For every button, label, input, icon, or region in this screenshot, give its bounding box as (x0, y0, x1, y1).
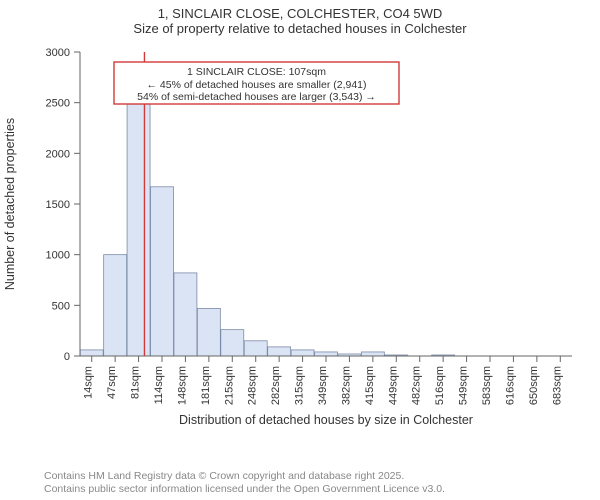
svg-text:1000: 1000 (46, 250, 70, 262)
svg-text:500: 500 (52, 300, 70, 312)
histogram-bar (151, 187, 174, 356)
svg-text:549sqm: 549sqm (458, 366, 470, 405)
footer-line-2: Contains public sector information licen… (44, 483, 445, 496)
svg-text:1500: 1500 (46, 199, 70, 211)
svg-text:14sqm: 14sqm (83, 366, 95, 399)
svg-text:181sqm: 181sqm (200, 366, 212, 405)
title-main: 1, SINCLAIR CLOSE, COLCHESTER, CO4 5WD (0, 6, 600, 21)
histogram-bar (127, 104, 150, 356)
svg-text:315sqm: 315sqm (294, 366, 306, 405)
annotation-line-1: 1 SINCLAIR CLOSE: 107sqm (187, 66, 326, 78)
histogram-bar (268, 347, 291, 356)
title-block: 1, SINCLAIR CLOSE, COLCHESTER, CO4 5WD S… (0, 0, 600, 36)
svg-text:81sqm: 81sqm (130, 366, 142, 399)
svg-text:248sqm: 248sqm (247, 366, 259, 405)
svg-text:616sqm: 616sqm (504, 366, 516, 405)
histogram-bar (104, 255, 127, 356)
histogram-bar (315, 352, 338, 356)
histogram-bar (174, 273, 197, 356)
chart-area: 0 500 1000 1500 2000 2500 3000 14sqm 47sqm 81sqm 1… (32, 46, 582, 446)
svg-text:349sqm: 349sqm (317, 366, 329, 405)
svg-text:415sqm: 415sqm (364, 366, 376, 405)
attribution-footer: Contains HM Land Registry data © Crown c… (44, 470, 445, 496)
histogram-bar (80, 350, 103, 356)
chart-svg: 0 500 1000 1500 2000 2500 3000 14sqm 47sqm 81sqm 1… (32, 46, 582, 446)
svg-text:2500: 2500 (46, 98, 70, 110)
svg-text:382sqm: 382sqm (340, 366, 352, 405)
svg-text:2000: 2000 (46, 148, 70, 160)
svg-text:650sqm: 650sqm (528, 366, 540, 405)
svg-text:0: 0 (64, 351, 70, 363)
x-axis-label: Distribution of detached houses by size … (179, 413, 473, 427)
svg-text:449sqm: 449sqm (387, 366, 399, 405)
histogram-bar (361, 352, 384, 356)
svg-text:148sqm: 148sqm (176, 366, 188, 405)
histogram-bar (221, 330, 244, 356)
chart-container: 1, SINCLAIR CLOSE, COLCHESTER, CO4 5WD S… (0, 0, 600, 500)
svg-text:516sqm: 516sqm (434, 366, 446, 405)
histogram-bar (244, 341, 267, 356)
histogram-bar (291, 350, 314, 356)
svg-text:47sqm: 47sqm (106, 366, 118, 399)
svg-text:215sqm: 215sqm (223, 366, 235, 405)
annotation-line-2: ← 45% of detached houses are smaller (2,… (146, 79, 366, 91)
svg-text:282sqm: 282sqm (270, 366, 282, 405)
footer-line-1: Contains HM Land Registry data © Crown c… (44, 470, 445, 483)
title-sub: Size of property relative to detached ho… (0, 21, 600, 36)
svg-text:3000: 3000 (46, 47, 70, 59)
y-axis-label: Number of detached properties (3, 118, 17, 290)
svg-text:583sqm: 583sqm (481, 366, 493, 405)
histogram-bar (197, 308, 220, 356)
annotation-line-3: 54% of semi-detached houses are larger (… (137, 91, 376, 103)
svg-text:114sqm: 114sqm (153, 366, 165, 404)
svg-text:482sqm: 482sqm (411, 366, 423, 405)
svg-text:683sqm: 683sqm (551, 366, 563, 405)
